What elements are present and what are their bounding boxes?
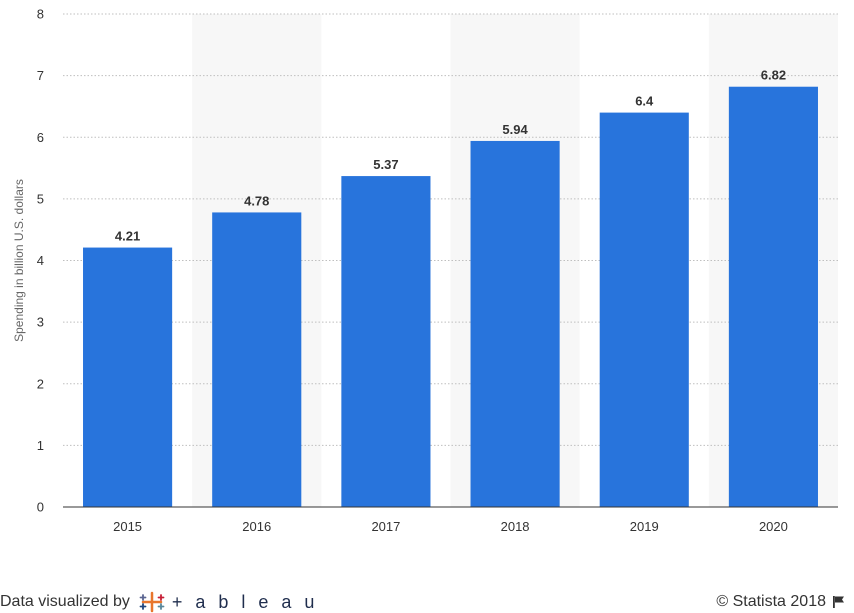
y-tick-label: 1 bbox=[37, 438, 44, 453]
bar[interactable] bbox=[341, 176, 431, 508]
y-tick-label: 4 bbox=[37, 253, 44, 268]
x-tick-label: 2019 bbox=[630, 519, 659, 534]
bar[interactable] bbox=[470, 140, 560, 507]
tableau-logo[interactable]: + a b l e a u bbox=[138, 591, 319, 613]
y-tick-label: 8 bbox=[37, 7, 44, 22]
bar[interactable] bbox=[212, 212, 302, 507]
tableau-wordmark: + a b l e a u bbox=[171, 591, 319, 612]
tableau-logo-icon bbox=[139, 591, 165, 613]
bar[interactable] bbox=[728, 86, 818, 507]
y-tick-label: 2 bbox=[37, 376, 44, 391]
x-tick-label: 2015 bbox=[113, 519, 142, 534]
data-label: 6.4 bbox=[635, 94, 654, 109]
x-tick-label: 2017 bbox=[371, 519, 400, 534]
y-axis-label: Spending in billion U.S. dollars bbox=[12, 179, 26, 342]
y-tick-label: 5 bbox=[37, 191, 44, 206]
copyright-footer: © Statista 2018 bbox=[716, 591, 846, 613]
credit-prefix: Data visualized by bbox=[0, 593, 130, 610]
data-label: 5.37 bbox=[373, 157, 398, 172]
y-tick-label: 0 bbox=[37, 500, 44, 515]
data-label: 4.21 bbox=[115, 229, 140, 244]
bar[interactable] bbox=[599, 112, 689, 507]
flag-icon[interactable] bbox=[832, 595, 846, 609]
y-tick-label: 6 bbox=[37, 130, 44, 145]
x-tick-label: 2020 bbox=[759, 519, 788, 534]
copyright-text[interactable]: © Statista 2018 bbox=[716, 593, 826, 610]
y-tick-label: 7 bbox=[37, 68, 44, 83]
bar-chart: 4.214.785.375.946.46.82 2015 2016 2017 2018… bbox=[12, 7, 838, 534]
y-tick-label: 3 bbox=[37, 315, 44, 330]
x-tick-label: 2018 bbox=[501, 519, 530, 534]
data-label: 6.82 bbox=[761, 68, 786, 83]
credit-footer: Data visualized by + a b l e a u bbox=[0, 591, 318, 613]
x-tick-label: 2016 bbox=[242, 519, 271, 534]
bars bbox=[83, 86, 818, 508]
x-axis-ticks: 2015 2016 2017 2018 2019 2020 bbox=[113, 519, 788, 534]
data-labels: 4.21 4.78 5.37 5.94 6.4 6.82 bbox=[115, 68, 786, 244]
y-axis-ticks: 0 1 2 3 4 5 6 7 8 bbox=[37, 7, 44, 515]
data-label: 5.94 bbox=[502, 122, 528, 137]
bar[interactable] bbox=[83, 247, 173, 507]
data-label: 4.78 bbox=[244, 193, 269, 208]
